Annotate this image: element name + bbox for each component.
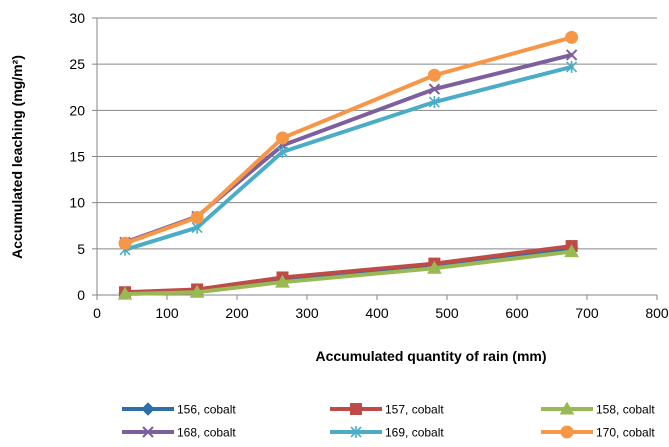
legend-label: 158, cobalt xyxy=(596,403,655,417)
data-point xyxy=(275,274,290,288)
x-tick-label: 800 xyxy=(645,305,669,321)
legend: 156, cobalt 157, cobalt 158, cobalt 168, co… xyxy=(122,401,655,440)
data-point xyxy=(427,68,441,82)
x-axis-title: Accumulated quantity of rain (mm) xyxy=(315,348,546,364)
data-point xyxy=(564,244,579,258)
y-axis-title: Accumulated leaching (mg/m²) xyxy=(9,55,25,259)
legend-item: 158, cobalt xyxy=(541,401,655,417)
legend-label: 170, cobalt xyxy=(596,426,655,440)
data-point xyxy=(428,96,440,109)
legend-item: 156, cobalt xyxy=(122,402,236,417)
legend-label: 156, cobalt xyxy=(177,403,236,417)
y-tick-label: 0 xyxy=(77,287,85,303)
data-point xyxy=(190,210,204,224)
y-tick-label: 25 xyxy=(69,56,85,72)
legend-swatch-marker xyxy=(142,426,154,438)
data-point xyxy=(565,30,579,44)
data-point xyxy=(117,286,133,300)
x-tick-label: 400 xyxy=(365,305,389,321)
x-tick-label: 300 xyxy=(295,305,319,321)
data-point xyxy=(428,83,441,95)
series-4 xyxy=(119,49,578,249)
y-tick-label: 30 xyxy=(69,10,85,26)
legend-item: 157, cobalt xyxy=(330,403,444,417)
x-tick-label: 500 xyxy=(435,305,459,321)
x-tick-label: 100 xyxy=(155,305,179,321)
legend-swatch-marker xyxy=(350,426,362,438)
axes xyxy=(92,17,658,300)
marker-stroke xyxy=(428,83,441,95)
data-point xyxy=(276,131,289,145)
x-tick-label: 600 xyxy=(505,305,529,321)
legend-label: 157, cobalt xyxy=(385,403,444,417)
legend-item: 169, cobalt xyxy=(330,426,444,440)
y-tick-label: 20 xyxy=(69,102,85,118)
data-point xyxy=(427,260,442,274)
x-tick-label: 700 xyxy=(575,305,599,321)
legend-swatch-marker xyxy=(559,401,575,415)
legend-item: 170, cobalt xyxy=(541,425,655,440)
legend-swatch-marker xyxy=(141,402,155,416)
data-point xyxy=(566,60,578,73)
series-6 xyxy=(118,30,579,250)
data-point xyxy=(276,145,289,158)
y-tick-label: 15 xyxy=(69,149,85,165)
x-tick-label: 0 xyxy=(93,305,101,321)
legend-label: 168, cobalt xyxy=(177,426,236,440)
marker-stroke xyxy=(565,49,578,61)
legend-swatch-marker xyxy=(560,425,574,439)
data-point xyxy=(189,284,205,298)
data-point xyxy=(118,236,132,250)
marker-stroke xyxy=(142,426,154,438)
legend-swatch-marker xyxy=(350,403,362,415)
series-3 xyxy=(117,244,579,300)
legend-item: 168, cobalt xyxy=(122,426,236,440)
x-tick-label: 200 xyxy=(225,305,249,321)
y-tick-label: 10 xyxy=(69,195,85,211)
series-5 xyxy=(119,60,578,256)
y-tick-label: 5 xyxy=(77,241,85,257)
series xyxy=(117,30,579,300)
legend-label: 169, cobalt xyxy=(385,426,444,440)
series-line xyxy=(123,64,574,252)
data-point xyxy=(565,49,578,61)
